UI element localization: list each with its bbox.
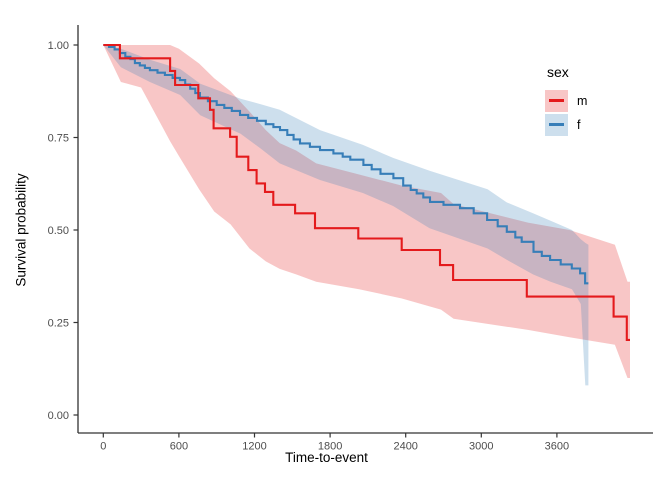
x-tick-label: 3600 <box>545 441 569 453</box>
y-tick-label: 0.75 <box>48 132 69 144</box>
y-tick-label: 1.00 <box>48 40 69 52</box>
legend-title: sex <box>547 64 569 80</box>
x-tick-label: 3000 <box>469 441 493 453</box>
legend-key-swatch-f <box>545 113 568 136</box>
x-tick-label: 1200 <box>242 441 266 453</box>
y-tick-label: 0.00 <box>48 410 69 422</box>
survival-curve-m <box>103 43 630 341</box>
legend-key-line-icon <box>549 99 564 102</box>
survival-curve-f <box>103 43 589 285</box>
y-tick-label: 0.25 <box>48 317 69 329</box>
y-axis-title-text: Survival probability <box>13 173 29 287</box>
y-tick-label: 0.50 <box>48 225 69 237</box>
legend-item-label: f <box>577 117 581 132</box>
legend-item-label: m <box>577 93 588 108</box>
legend-item-f: f <box>545 113 587 136</box>
x-tick-label: 600 <box>170 441 188 453</box>
x-tick-label: 1800 <box>318 441 342 453</box>
x-tick-label: 2400 <box>393 441 417 453</box>
x-axis-title: Time-to-event <box>285 450 368 465</box>
legend-key-line-icon <box>549 123 564 126</box>
legend-key-swatch-m <box>545 89 568 112</box>
x-tick-label: 0 <box>100 441 106 453</box>
confidence-band-f <box>103 45 589 386</box>
legend-item-m: m <box>545 89 587 112</box>
confidence-band-m <box>103 45 631 378</box>
